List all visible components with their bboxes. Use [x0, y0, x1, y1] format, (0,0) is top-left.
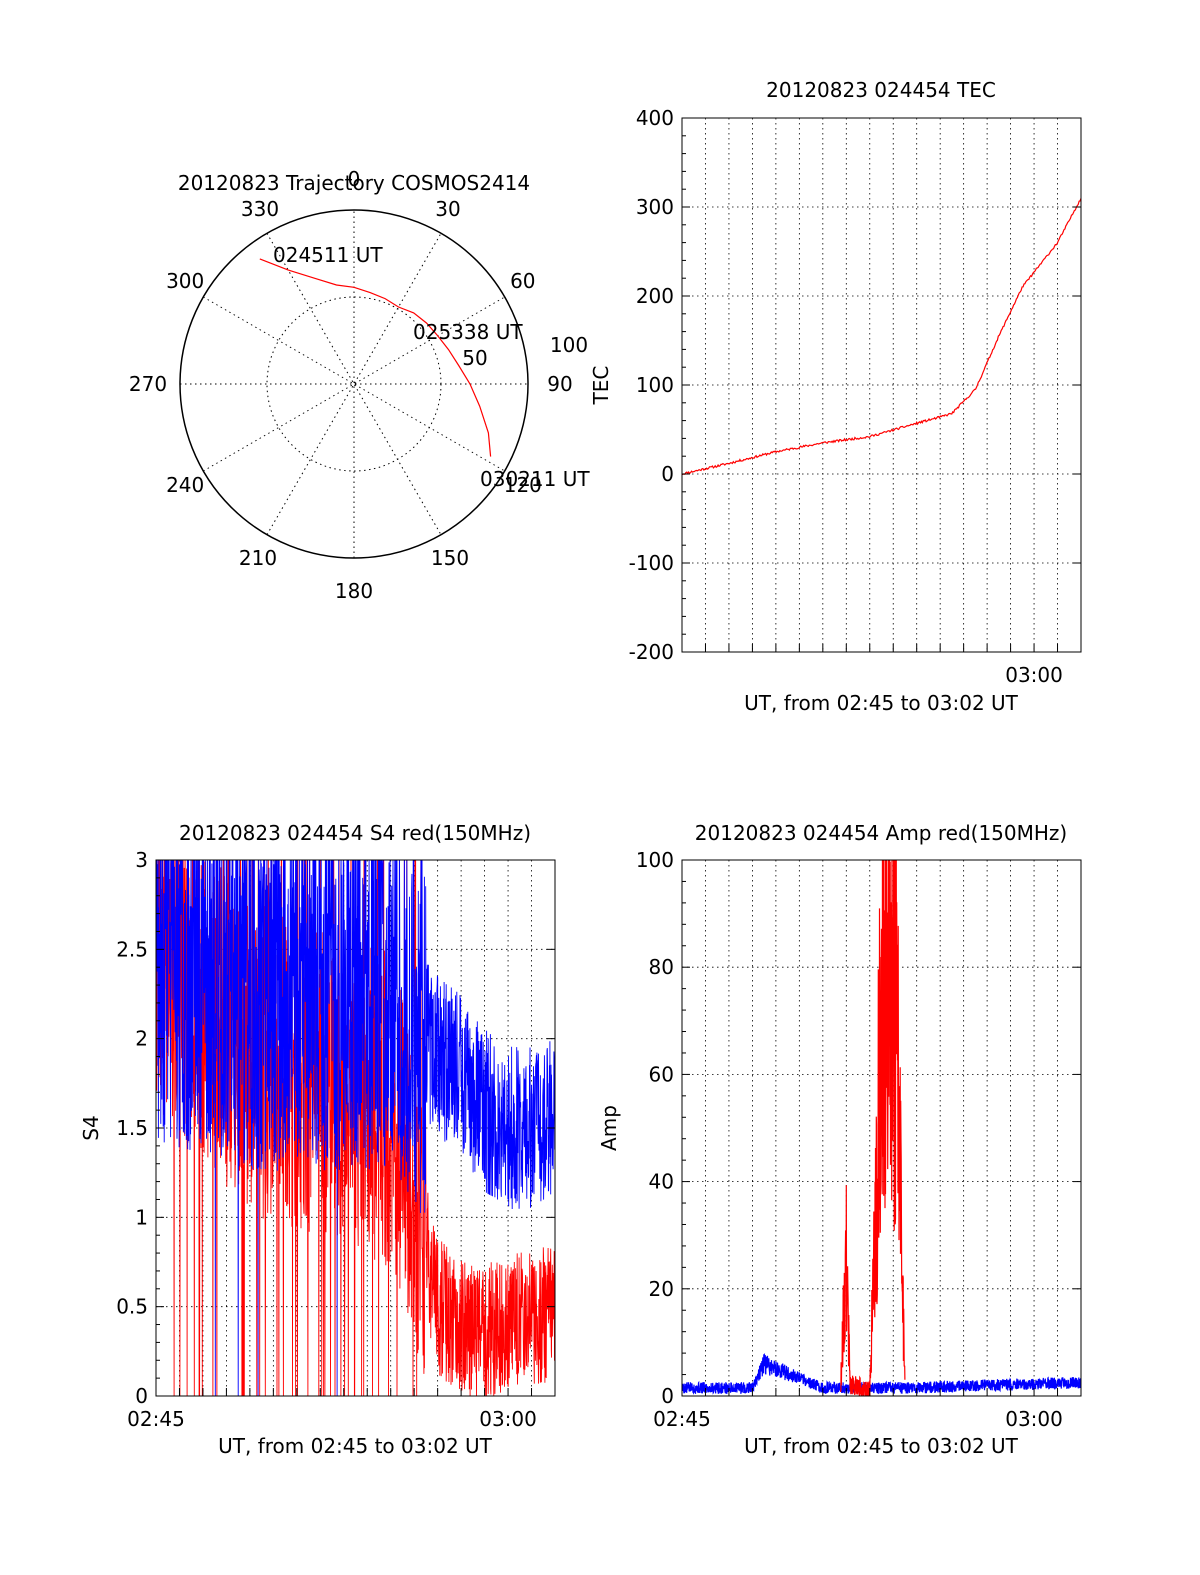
s4-ytick-label-5: 2.5	[116, 937, 148, 961]
tec-ytick-label-5: 300	[636, 195, 674, 219]
azimuth-label-30: 30	[435, 197, 460, 221]
amp-ytick-label-5: 100	[636, 848, 674, 872]
azimuth-label-210: 210	[239, 546, 277, 570]
trajectory-line	[259, 258, 492, 457]
azimuth-label-270: 270	[129, 372, 167, 396]
amp-series	[682, 860, 1081, 1396]
amp-xlabel: UT, from 02:45 to 03:02 UT	[744, 1434, 1019, 1458]
amp-xtick-label-0: 02:45	[653, 1407, 711, 1431]
amp-ytick-label-2: 40	[649, 1170, 674, 1194]
tec-ytick-label-1: -100	[629, 551, 674, 575]
s4-xtick-label-1: 03:00	[479, 1407, 537, 1431]
trajectory-panel: 20120823 Trajectory COSMOS2414 0 30 60 90 12…	[129, 167, 590, 603]
tec-ticks: -200 -100 0 100 200 300 400 03:00	[629, 106, 1081, 687]
azimuth-label-0: 0	[348, 167, 361, 191]
azimuth-labels: 0 30 60 90 120 150 180 210 240 270 300 330	[129, 167, 573, 603]
s4-ticks: 0 0.5 1 1.5 2 2.5 3 02:45 03:00	[116, 848, 555, 1431]
tec-ytick-label-6: 400	[636, 106, 674, 130]
tec-line	[681, 198, 1082, 476]
s4-plot-area	[156, 860, 555, 1396]
s4-xlabel: UT, from 02:45 to 03:02 UT	[218, 1434, 493, 1458]
trajectory-end-label: 030211 UT	[480, 467, 590, 491]
polar-spoke-120	[203, 296, 505, 472]
amp-blue-line	[682, 1353, 1081, 1395]
polar-spoke-60	[203, 296, 505, 472]
trajectory-start-label: 024511 UT	[273, 243, 383, 267]
azimuth-label-150: 150	[431, 546, 469, 570]
tec-xlabel: UT, from 02:45 to 03:02 UT	[744, 691, 1019, 715]
trajectory-series	[259, 258, 492, 457]
azimuth-label-330: 330	[241, 197, 279, 221]
amp-xtick-label-1: 03:00	[1005, 1407, 1063, 1431]
amp-ytick-label-4: 80	[649, 955, 674, 979]
azimuth-label-240: 240	[166, 473, 204, 497]
s4-ytick-label-0: 0	[135, 1384, 148, 1408]
s4-panel: 20120823 024454 S4 red(150MHz) 0 0.5 1 1.5 2…	[79, 821, 556, 1458]
amp-title: 20120823 024454 Amp red(150MHz)	[695, 821, 1067, 845]
azimuth-label-300: 300	[166, 269, 204, 293]
tec-ytick-label-3: 100	[636, 373, 674, 397]
tec-xtick-label-0: 03:00	[1005, 663, 1063, 687]
amp-ylabel: Amp	[597, 1105, 621, 1151]
amp-plot-area	[682, 860, 1081, 1396]
s4-ytick-label-3: 1.5	[116, 1116, 148, 1140]
s4-ytick-label-2: 1	[135, 1205, 148, 1229]
tec-ytick-label-2: 0	[661, 462, 674, 486]
azimuth-label-120: 120	[504, 473, 542, 497]
amp-panel: 20120823 024454 Amp red(150MHz) 0 20 40 60 8…	[597, 821, 1082, 1458]
amp-grid	[682, 860, 1081, 1396]
tec-ytick-label-4: 200	[636, 284, 674, 308]
azimuth-label-90: 90	[547, 372, 572, 396]
azimuth-label-180: 180	[335, 579, 373, 603]
amp-red-line	[840, 860, 906, 1396]
amp-ytick-label-3: 60	[649, 1062, 674, 1086]
tec-grid	[682, 118, 1081, 652]
s4-ytick-label-1: 0.5	[116, 1295, 148, 1319]
amp-ytick-label-1: 20	[649, 1277, 674, 1301]
s4-series	[156, 860, 555, 1396]
s4-ylabel: S4	[79, 1115, 103, 1140]
s4-xtick-label-0: 02:45	[127, 1407, 185, 1431]
s4-ytick-label-4: 2	[135, 1027, 148, 1051]
polar-spoke-150	[266, 233, 442, 535]
amp-plot-frame	[681, 859, 1082, 1397]
trajectory-title: 20120823 Trajectory COSMOS2414	[178, 171, 530, 195]
tec-ylabel: TEC	[589, 366, 613, 406]
tec-panel: 20120823 024454 TEC -200 -100 0 100 200 300 40…	[589, 78, 1082, 715]
s4-title: 20120823 024454 S4 red(150MHz)	[179, 821, 531, 845]
radial-label-100: 100	[550, 333, 588, 357]
amp-ticks: 0 20 40 60 80 100 02:45 03:00	[636, 848, 1081, 1431]
s4-ytick-label-6: 3	[135, 848, 148, 872]
azimuth-label-60: 60	[510, 269, 535, 293]
radial-label-50: 50	[462, 346, 487, 370]
tec-title: 20120823 024454 TEC	[766, 78, 996, 102]
tec-series	[681, 198, 1082, 476]
s4-blue-line	[156, 860, 555, 1396]
tec-ytick-label-0: -200	[629, 640, 674, 664]
trajectory-mid-label: 025338 UT	[413, 320, 523, 344]
amp-ytick-label-0: 0	[661, 1384, 674, 1408]
polar-spoke-30	[266, 233, 442, 535]
